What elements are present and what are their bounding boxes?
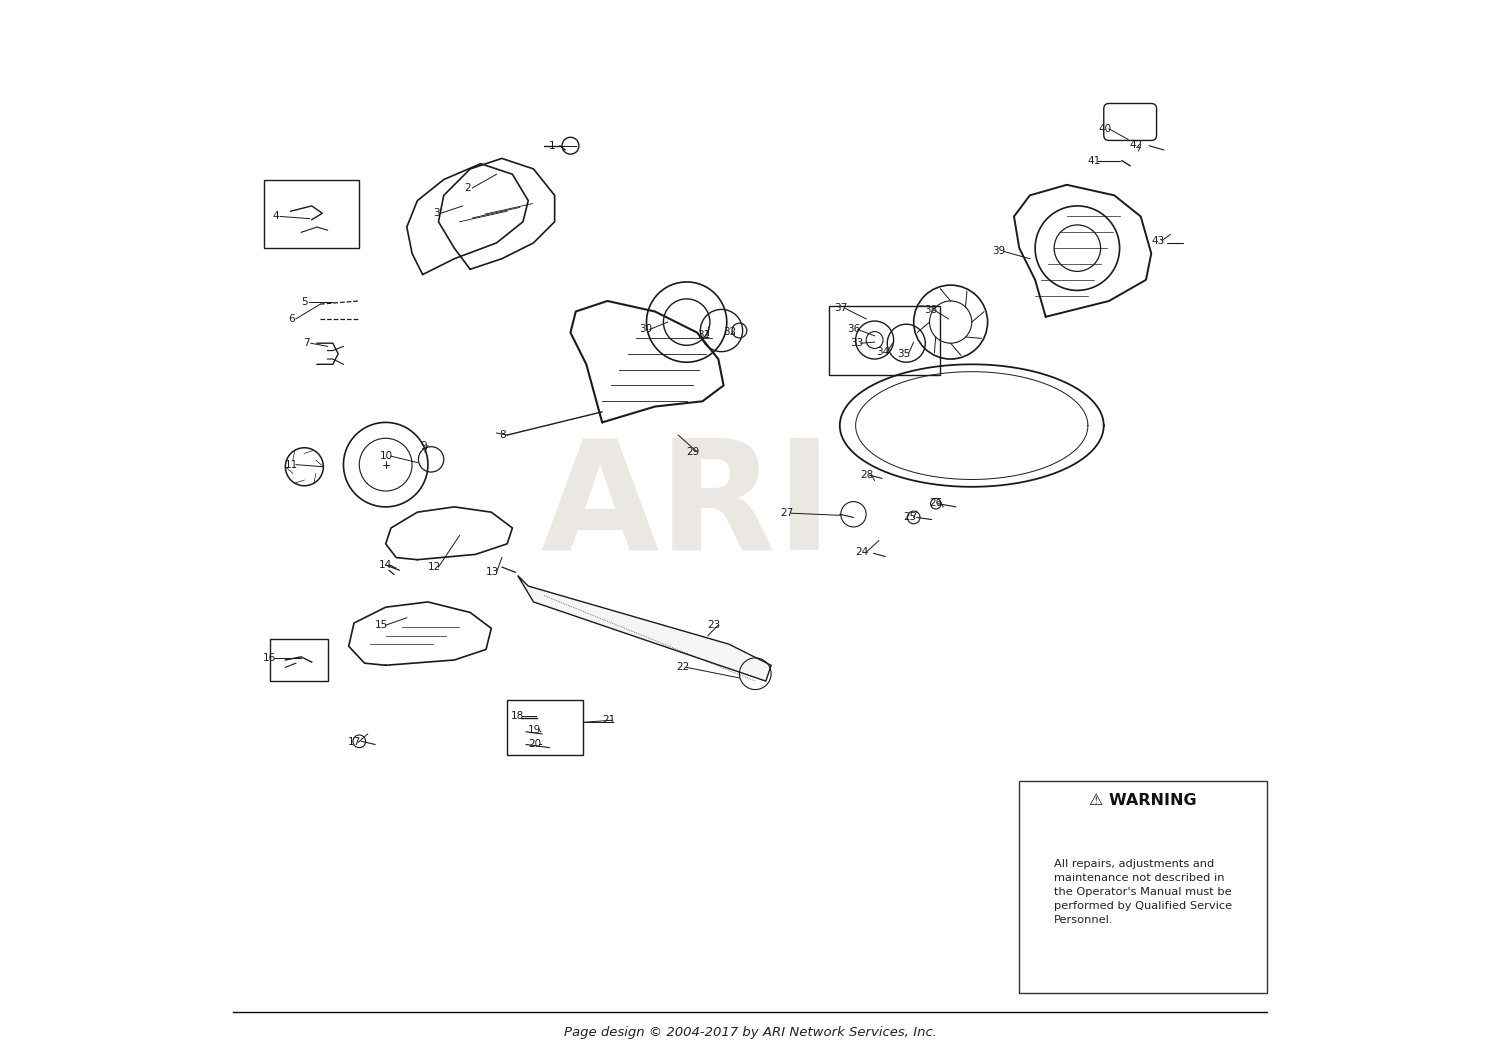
- Text: 20: 20: [528, 739, 542, 750]
- FancyBboxPatch shape: [264, 180, 360, 248]
- Text: 21: 21: [602, 715, 615, 725]
- Text: 7: 7: [303, 338, 310, 348]
- Text: 42: 42: [1130, 139, 1143, 150]
- Text: ⚠ WARNING: ⚠ WARNING: [1089, 793, 1197, 808]
- Text: 36: 36: [847, 324, 859, 335]
- Text: Page design © 2004-2017 by ARI Network Services, Inc.: Page design © 2004-2017 by ARI Network S…: [564, 1026, 936, 1039]
- Text: 12: 12: [427, 562, 441, 572]
- Text: 30: 30: [639, 324, 652, 335]
- Text: 18: 18: [512, 711, 525, 721]
- Text: 37: 37: [834, 303, 848, 314]
- Text: 2: 2: [465, 183, 471, 193]
- Text: ARI: ARI: [540, 432, 833, 582]
- Text: All repairs, adjustments and
maintenance not described in
the Operator's Manual : All repairs, adjustments and maintenance…: [1054, 860, 1232, 925]
- Text: 34: 34: [876, 346, 890, 357]
- Text: 33: 33: [850, 338, 864, 348]
- Text: 40: 40: [1098, 124, 1112, 134]
- Text: 41: 41: [1088, 155, 1101, 166]
- Text: 28: 28: [861, 470, 874, 480]
- Text: 43: 43: [1150, 235, 1164, 246]
- Text: 17: 17: [348, 737, 360, 748]
- Text: 11: 11: [285, 459, 298, 470]
- Text: 38: 38: [924, 305, 938, 316]
- Text: 14: 14: [380, 560, 393, 570]
- Text: 24: 24: [855, 547, 868, 558]
- Text: 1: 1: [549, 140, 556, 151]
- Text: 31: 31: [698, 329, 709, 340]
- Text: 10: 10: [380, 451, 393, 461]
- Text: 19: 19: [528, 724, 542, 735]
- Text: 6: 6: [288, 314, 296, 324]
- Text: 29: 29: [687, 447, 699, 457]
- Text: 35: 35: [897, 348, 910, 359]
- Text: 27: 27: [780, 508, 794, 518]
- Text: 23: 23: [708, 620, 720, 630]
- Text: 8: 8: [500, 430, 506, 440]
- Text: 39: 39: [993, 246, 1006, 257]
- Text: 25: 25: [903, 512, 916, 523]
- FancyBboxPatch shape: [270, 639, 327, 681]
- FancyBboxPatch shape: [1020, 781, 1268, 993]
- FancyBboxPatch shape: [516, 708, 536, 722]
- Polygon shape: [518, 576, 771, 681]
- Text: 15: 15: [375, 620, 388, 630]
- Text: 32: 32: [723, 326, 736, 337]
- Text: 26: 26: [928, 497, 942, 508]
- Text: 9: 9: [420, 440, 428, 451]
- Text: 13: 13: [486, 567, 500, 578]
- FancyBboxPatch shape: [1104, 103, 1156, 140]
- Text: 16: 16: [262, 653, 276, 663]
- Text: 22: 22: [676, 662, 688, 673]
- Text: 3: 3: [433, 208, 439, 219]
- FancyBboxPatch shape: [507, 700, 584, 755]
- FancyBboxPatch shape: [830, 306, 940, 375]
- Text: 5: 5: [302, 297, 307, 307]
- Text: 4: 4: [273, 211, 279, 222]
